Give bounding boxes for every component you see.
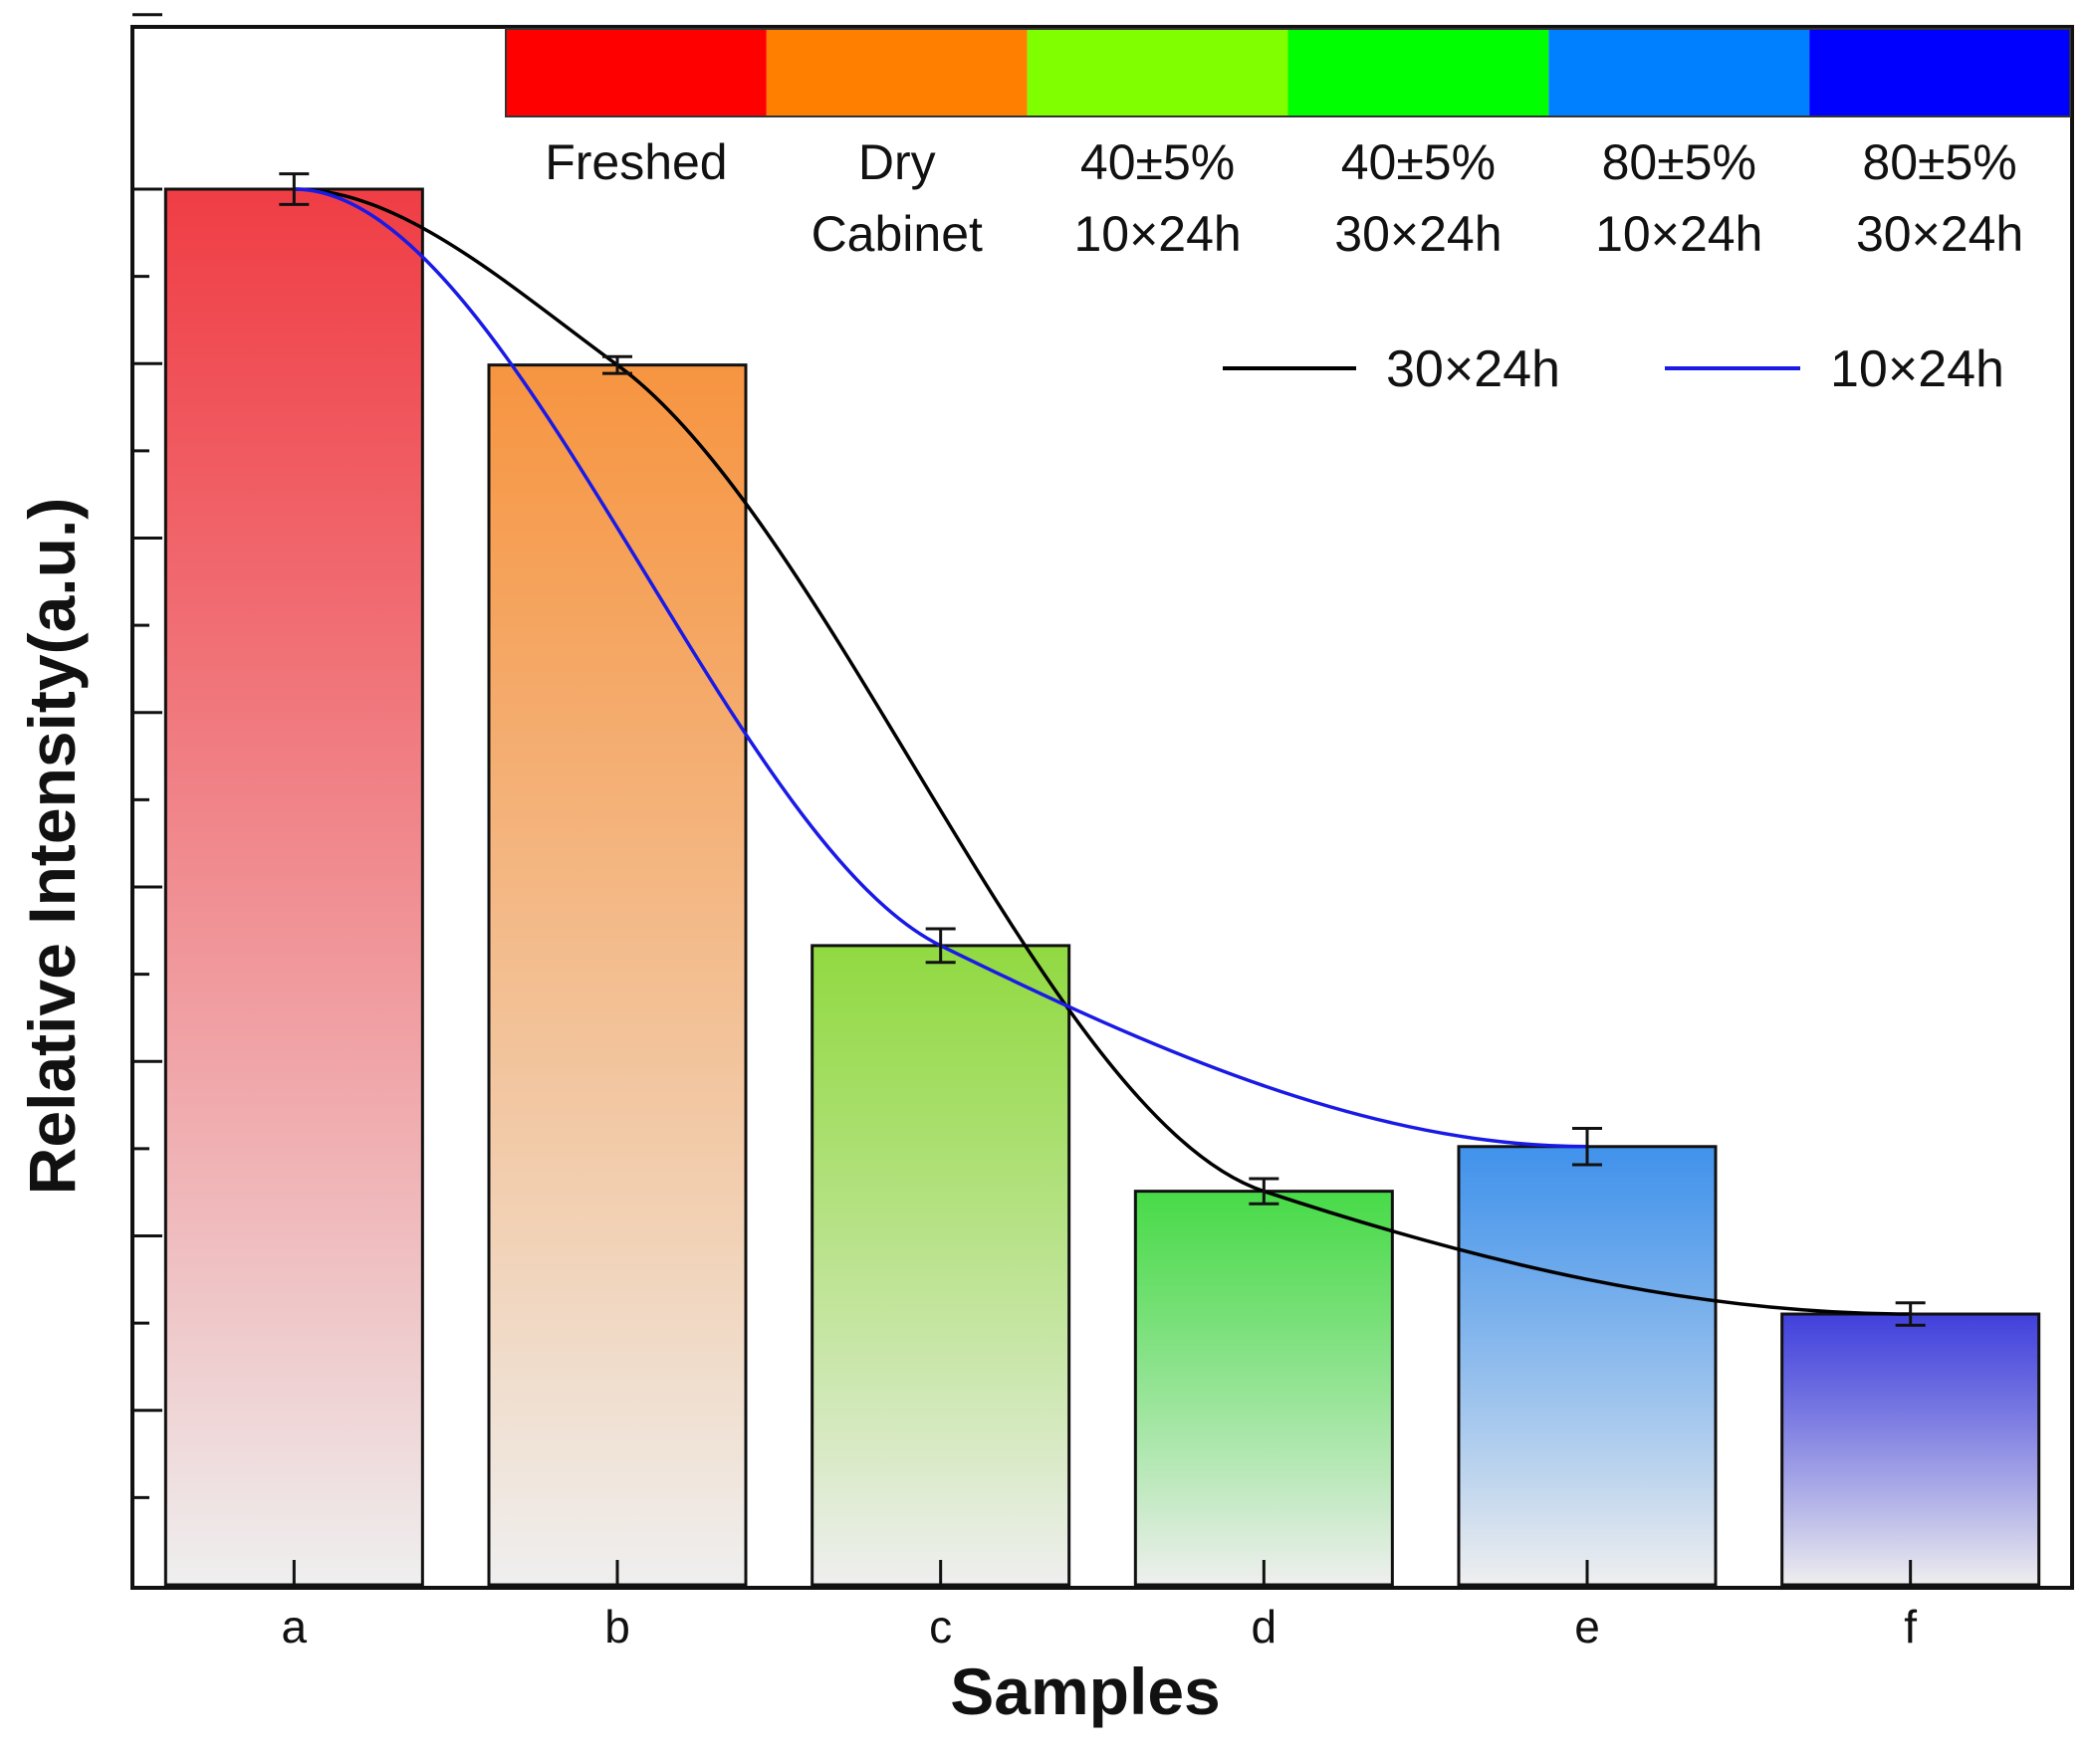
legend: 30×24h 10×24h (1223, 340, 2004, 398)
band-swatch-4 (1287, 29, 1549, 116)
band-label-5-line-2: 10×24h (1595, 206, 1762, 262)
band-label-5-line-1: 80±5% (1602, 134, 1756, 190)
condition-color-band: Freshed Dry Cabinet 40±5% 10×24h 40±5% 30×24h 8… (505, 28, 2071, 262)
legend-label-1: 30×24h (1386, 340, 1560, 398)
band-label-2-line-1: Dry (858, 134, 936, 190)
x-tick-label-e: e (1574, 1601, 1600, 1653)
band-swatch-2 (766, 29, 1028, 116)
bar-c (811, 944, 1071, 1587)
x-tick-label-a: a (282, 1601, 308, 1653)
error-bar-f (1895, 1301, 1926, 1327)
y-axis-ticks (132, 13, 162, 1499)
bars-layer (163, 187, 2041, 1587)
error-bars-layer (279, 172, 1926, 1327)
series-line-2 (294, 187, 1588, 1149)
band-label-6-line-1: 80±5% (1862, 134, 2016, 190)
x-tick-label-d: d (1252, 1601, 1278, 1653)
band-swatch-5 (1548, 29, 1810, 116)
bar-a (163, 187, 424, 1587)
band-label-2-line-2: Cabinet (812, 206, 983, 262)
bar-d (1133, 1190, 1394, 1587)
band-swatch-6 (1809, 29, 2070, 116)
bar-b (487, 363, 748, 1587)
band-label-4-line-2: 30×24h (1334, 206, 1502, 262)
error-bar-c (925, 927, 956, 965)
error-bar-a (279, 172, 310, 206)
error-bar-d (1249, 1177, 1279, 1206)
x-axis-ticks: a b c d e f (282, 1560, 1917, 1653)
curves-layer (294, 187, 1911, 1316)
x-tick-label-b: b (604, 1601, 630, 1653)
band-swatch-1 (506, 29, 767, 116)
y-axis-title: Relative Intensity(a.u.) (15, 498, 89, 1196)
x-axis-title: Samples (950, 1654, 1220, 1728)
band-label-1-line-1: Freshed (545, 134, 727, 190)
bar-e (1457, 1145, 1718, 1587)
error-bar-b (602, 354, 632, 375)
series-line-1 (294, 187, 1911, 1316)
band-label-3-line-2: 10×24h (1073, 206, 1241, 262)
band-swatch-3 (1027, 29, 1288, 116)
band-label-4-line-1: 40±5% (1341, 134, 1496, 190)
band-label-6-line-2: 30×24h (1856, 206, 2023, 262)
plot-frame (130, 25, 2074, 1590)
error-bar-e (1572, 1127, 1602, 1167)
band-label-3-line-1: 40±5% (1080, 134, 1235, 190)
bar-f (1780, 1312, 2041, 1587)
x-tick-label-f: f (1904, 1601, 1917, 1653)
legend-label-2: 10×24h (1830, 340, 2004, 398)
band-border (505, 28, 2071, 117)
x-tick-label-c: c (929, 1601, 952, 1653)
